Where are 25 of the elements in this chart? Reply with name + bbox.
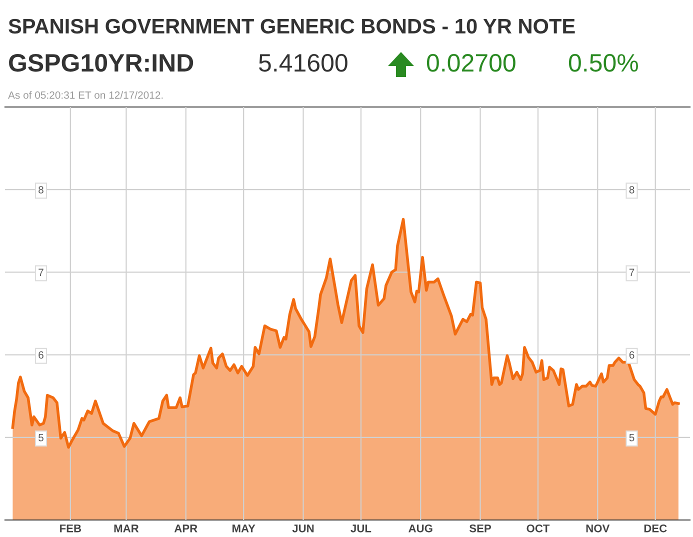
- y-tick-label: 5: [38, 434, 44, 442]
- y-tick-label: 6: [38, 351, 44, 359]
- x-tick-label: FEB: [60, 524, 82, 532]
- x-tick-label: AUG: [408, 524, 432, 532]
- x-tick-label: JUN: [292, 524, 314, 532]
- chart-title: SPANISH GOVERNMENT GENERIC BONDS - 10 YR NOTE: [8, 18, 575, 34]
- text: GSPG10YR:IND: [9, 54, 194, 72]
- text: 0.50%: [568, 54, 638, 72]
- x-tick-label: MAY: [232, 524, 256, 532]
- y-tick-label: 7: [38, 268, 44, 276]
- text: As of 05:20:31 ET on 12/17/2012.: [8, 91, 163, 99]
- y2-tick-label: 6: [629, 351, 634, 359]
- y2-tick-label: 7: [629, 268, 634, 276]
- y2-tick-label: 5: [629, 434, 634, 442]
- y-tick-label: 8: [38, 186, 44, 194]
- x-tick-label: MAR: [114, 524, 139, 532]
- x-tick-label: NOV: [586, 524, 610, 532]
- x-tick-label: SEP: [469, 524, 492, 532]
- text: 5.41600: [259, 54, 348, 72]
- y2-tick-label: 8: [629, 186, 634, 194]
- x-tick-label: JUL: [350, 524, 372, 532]
- text: 0.02700: [426, 54, 516, 72]
- x-tick-label: OCT: [526, 524, 550, 532]
- x-tick-label: APR: [174, 524, 198, 532]
- x-tick-label: DEC: [644, 524, 667, 532]
